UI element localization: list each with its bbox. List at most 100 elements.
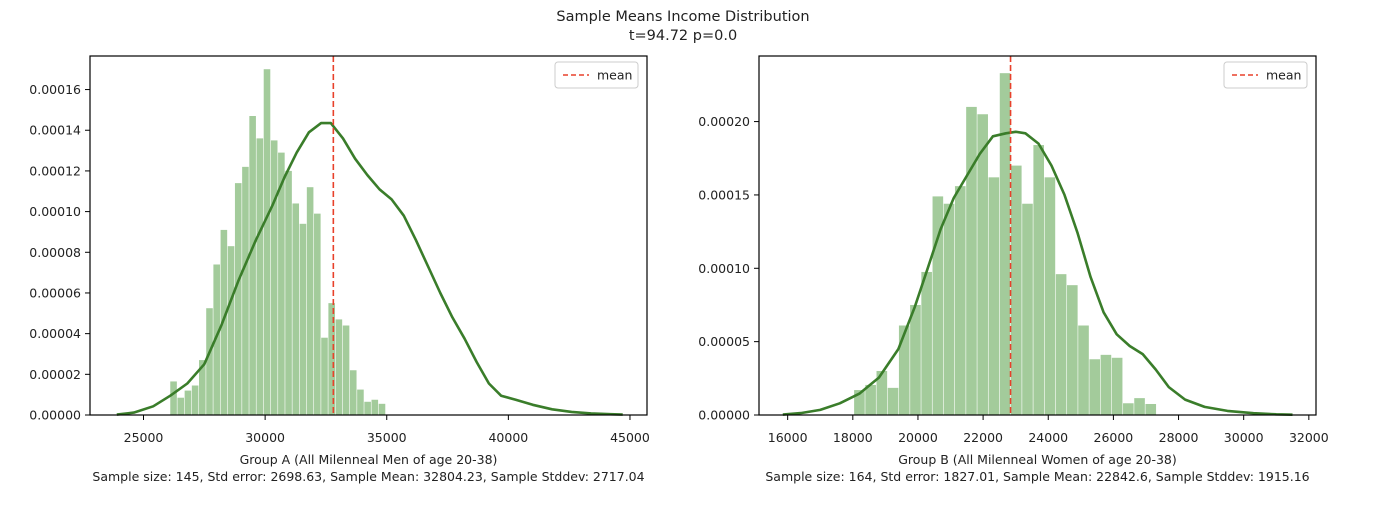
figure-subtitle: t=94.72 p=0.0	[629, 28, 737, 44]
y-tick-label: 0.00015	[698, 187, 750, 202]
histogram-bar	[854, 390, 865, 415]
x-tick-label: 26000	[1094, 430, 1134, 445]
histogram-bar	[1078, 325, 1089, 415]
histogram-bar	[342, 325, 350, 415]
legend: mean	[554, 61, 639, 89]
histogram-bar	[249, 116, 256, 415]
y-tick-label: 0.00020	[698, 114, 750, 129]
histogram-bar	[1111, 357, 1123, 415]
histogram-bar	[220, 229, 228, 415]
x-tick-label: 18000	[833, 430, 873, 445]
histogram-bar	[270, 140, 278, 415]
histogram-bar	[887, 387, 899, 415]
histogram-bar	[227, 246, 235, 415]
x-tick-label: 16000	[768, 430, 808, 445]
y-tick-label: 0.00014	[29, 123, 81, 138]
histogram-bar	[371, 399, 379, 415]
histogram-bar	[1100, 354, 1112, 415]
histogram-bar	[1134, 398, 1145, 415]
histogram-bars	[170, 69, 386, 416]
histogram-bar	[1089, 359, 1101, 415]
chart-panel-right: 16000 18000 20000 22000 24000 26000 28000 30000…	[698, 55, 1329, 484]
y-tick-label: 0.00005	[698, 334, 750, 349]
kde-curve	[116, 121, 623, 416]
y-tick-label: 0.00000	[29, 408, 81, 423]
histogram-bar	[954, 186, 966, 415]
histogram-bar	[966, 106, 977, 416]
legend-label: mean	[1266, 68, 1301, 83]
histogram-bar	[921, 271, 932, 415]
histogram-bar	[292, 203, 300, 415]
histogram-bar	[932, 196, 944, 415]
figure-title: Sample Means Income Distribution	[556, 9, 809, 25]
histogram-bar	[328, 303, 335, 415]
y-tick-label: 0.00006	[29, 285, 81, 300]
histogram-bar	[1033, 145, 1045, 415]
x-tick-label: 30000	[1224, 430, 1264, 445]
x-tick-label: 20000	[898, 430, 938, 445]
x-tick-label: 40000	[488, 430, 528, 445]
y-tick-label: 0.00010	[698, 261, 750, 276]
kde-curve	[782, 130, 1293, 416]
histogram-bars	[854, 73, 1157, 416]
axes-frame	[758, 55, 1317, 416]
histogram-bar	[1145, 403, 1157, 415]
histogram-bar	[898, 325, 910, 415]
x-axis-sublabel: Sample size: 164, Std error: 1827.01, Sa…	[765, 469, 1309, 484]
y-tick-label: 0.00016	[29, 82, 81, 97]
histogram-bar	[184, 390, 192, 415]
histogram-bar	[910, 304, 921, 415]
y-tick-label: 0.00000	[698, 408, 750, 423]
histogram-bar	[213, 264, 220, 415]
histogram-bar	[943, 203, 955, 415]
x-tick-label: 24000	[1028, 430, 1068, 445]
histogram-bar	[299, 223, 307, 415]
histogram-bar	[977, 114, 988, 416]
x-axis-label: Group B (All Milenneal Women of age 20-3…	[898, 452, 1177, 467]
y-tick-label: 0.00010	[29, 204, 81, 219]
x-tick-label: 35000	[367, 430, 407, 445]
x-tick-label: 32000	[1289, 430, 1329, 445]
histogram-bar	[865, 384, 876, 415]
histogram-bar	[876, 370, 888, 415]
histogram-bar	[364, 401, 371, 415]
x-axis-label: Group A (All Milenneal Men of age 20-38)	[240, 452, 498, 467]
chart-panel-left: 25000 30000 35000 40000 45000 0.00000 0.00002 0…	[29, 55, 650, 484]
axes-frame	[89, 55, 648, 416]
y-tick-label: 0.00012	[29, 163, 81, 178]
y-tick-label: 0.00004	[29, 326, 81, 341]
histogram-bar	[999, 73, 1011, 415]
x-tick-label: 22000	[963, 430, 1003, 445]
y-tick-label: 0.00002	[29, 367, 81, 382]
histogram-bar	[349, 370, 357, 415]
histogram-bar	[191, 385, 199, 415]
histogram-bar	[177, 397, 185, 415]
x-tick-label: 30000	[245, 430, 285, 445]
histogram-bar	[285, 170, 292, 415]
legend-box	[554, 61, 639, 89]
histogram-bar	[306, 187, 314, 415]
legend: mean	[1223, 61, 1308, 89]
histogram-bar	[256, 138, 264, 415]
histogram-bar	[1044, 177, 1056, 415]
histogram-bar	[1123, 403, 1134, 415]
histogram-bar	[357, 389, 364, 415]
histogram-bar	[988, 177, 1000, 415]
legend-box	[1223, 61, 1308, 89]
x-axis-sublabel: Sample size: 145, Std error: 2698.63, Sa…	[92, 469, 644, 484]
histogram-bar	[234, 183, 242, 415]
histogram-bar	[378, 403, 386, 415]
histogram-bar	[321, 337, 328, 415]
legend-label: mean	[597, 68, 632, 83]
histogram-bar	[199, 360, 206, 415]
x-tick-label: 25000	[124, 430, 164, 445]
histogram-bar	[314, 213, 321, 415]
histogram-bar	[206, 308, 213, 415]
histogram-bar	[263, 69, 271, 416]
histogram-bar	[1055, 274, 1067, 415]
x-tick-label: 28000	[1159, 430, 1199, 445]
y-tick-label: 0.00008	[29, 245, 81, 260]
x-tick-label: 45000	[610, 430, 650, 445]
